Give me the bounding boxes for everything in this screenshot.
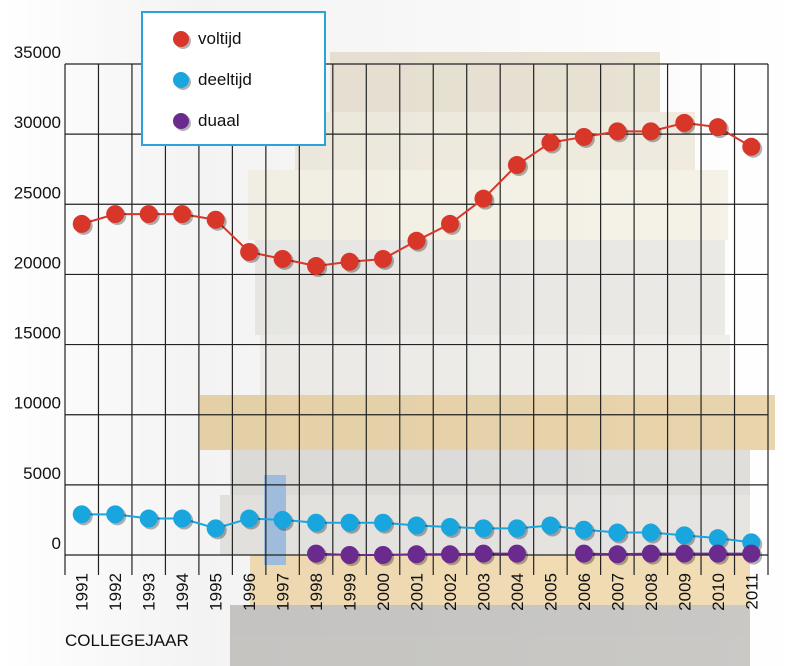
point <box>206 519 225 538</box>
point <box>139 509 158 528</box>
x-tick-label: 2005 <box>541 573 560 611</box>
x-tick-label: 2010 <box>709 573 728 611</box>
point <box>608 122 627 141</box>
point <box>708 529 727 548</box>
point <box>641 544 660 563</box>
x-tick-label: 2003 <box>474 573 493 611</box>
legend <box>141 11 326 146</box>
point <box>708 544 727 563</box>
point <box>608 523 627 542</box>
legend-marker <box>173 31 189 47</box>
y-tick-label: 15000 <box>14 324 61 343</box>
x-tick-label: 1991 <box>73 573 92 611</box>
point <box>742 137 761 156</box>
point <box>139 205 158 224</box>
point <box>574 127 593 146</box>
x-tick-label: 1998 <box>307 573 326 611</box>
point <box>106 205 125 224</box>
legend-marker <box>173 113 189 129</box>
legend-marker <box>173 72 189 88</box>
point <box>675 113 694 132</box>
x-tick-label: 1995 <box>207 573 226 611</box>
point <box>440 214 459 233</box>
point <box>574 544 593 563</box>
point <box>608 545 627 564</box>
point <box>641 122 660 141</box>
y-tick-label: 10000 <box>14 394 61 413</box>
x-tick-label: 2004 <box>508 573 527 611</box>
point <box>407 516 426 535</box>
y-tick-label: 5000 <box>23 464 61 483</box>
point <box>507 519 526 538</box>
point <box>474 519 493 538</box>
point <box>675 544 694 563</box>
point <box>742 544 761 563</box>
point <box>307 257 326 276</box>
point <box>541 133 560 152</box>
point <box>507 156 526 175</box>
point <box>340 252 359 271</box>
x-tick-label: 2001 <box>408 573 427 611</box>
x-tick-label: 1993 <box>140 573 159 611</box>
point <box>440 517 459 536</box>
point <box>173 509 192 528</box>
y-tick-label: 0 <box>52 534 61 553</box>
x-tick-label: 1994 <box>173 573 192 611</box>
x-tick-label: 2007 <box>608 573 627 611</box>
x-tick-label: 2009 <box>675 573 694 611</box>
point <box>374 513 393 532</box>
x-axis-label: COLLEGEJAAR <box>65 631 189 650</box>
y-tick-label: 35000 <box>14 43 61 62</box>
point <box>374 249 393 268</box>
x-tick-label: 2000 <box>374 573 393 611</box>
point <box>273 510 292 529</box>
point <box>72 214 91 233</box>
point <box>72 505 91 524</box>
point <box>507 544 526 563</box>
y-tick-label: 30000 <box>14 113 61 132</box>
x-tick-label: 2011 <box>742 573 761 610</box>
x-tick-label: 2006 <box>575 573 594 611</box>
x-tick-label: 2002 <box>441 573 460 611</box>
point <box>474 544 493 563</box>
point <box>307 513 326 532</box>
point <box>675 526 694 545</box>
point <box>407 545 426 564</box>
point <box>307 544 326 563</box>
x-tick-label: 1996 <box>240 573 259 611</box>
point <box>440 545 459 564</box>
point <box>474 189 493 208</box>
y-tick-label: 25000 <box>14 183 61 202</box>
point <box>641 523 660 542</box>
point <box>173 205 192 224</box>
point <box>273 249 292 268</box>
point <box>708 118 727 137</box>
point <box>206 210 225 229</box>
x-tick-label: 1999 <box>341 573 360 611</box>
point <box>541 516 560 535</box>
point <box>106 505 125 524</box>
x-tick-label: 2008 <box>642 573 661 611</box>
point <box>240 242 259 261</box>
legend-label: duaal <box>198 111 240 130</box>
x-tick-label: 1992 <box>106 573 125 611</box>
point <box>340 546 359 564</box>
point <box>574 520 593 539</box>
legend-label: voltijd <box>198 29 241 48</box>
y-tick-label: 20000 <box>14 253 61 272</box>
x-tick-label: 1997 <box>274 573 293 611</box>
point <box>407 231 426 250</box>
legend-label: deeltijd <box>198 70 252 89</box>
point <box>374 546 393 564</box>
point <box>240 509 259 528</box>
point <box>340 513 359 532</box>
